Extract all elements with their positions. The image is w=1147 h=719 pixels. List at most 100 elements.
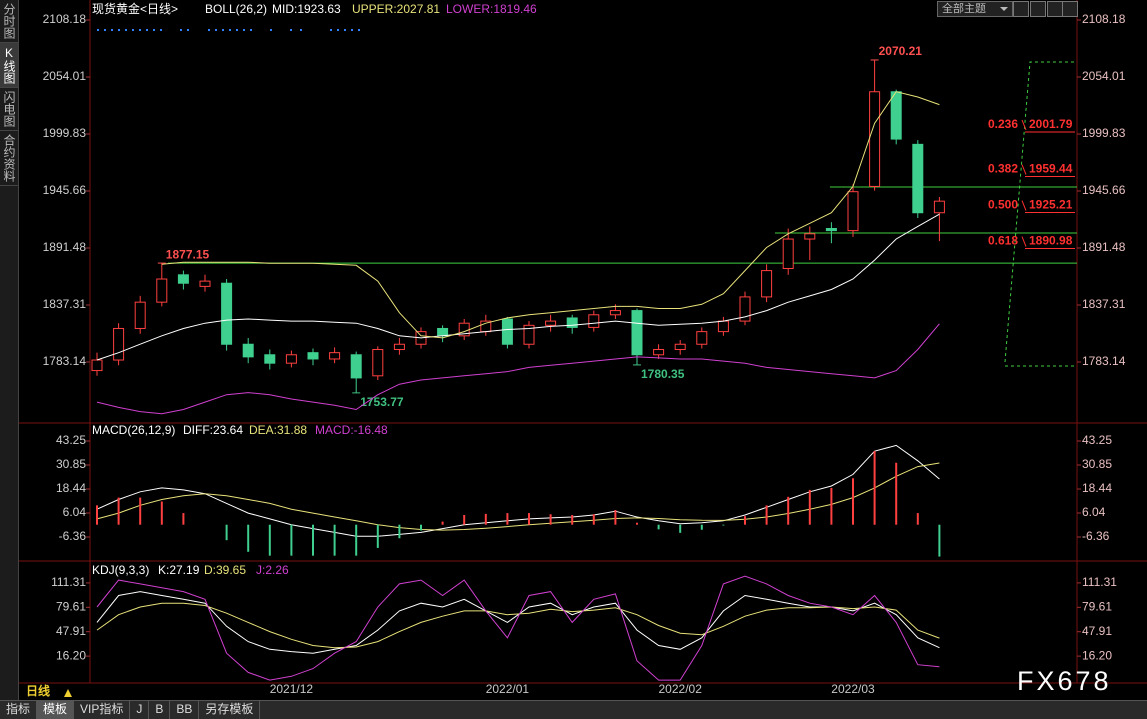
y-tick-label: -6.36 — [59, 529, 87, 543]
signal-dot — [111, 29, 113, 31]
signal-dot — [215, 29, 217, 31]
bottom-tab[interactable]: J — [130, 701, 150, 719]
indicator-line — [96, 462, 940, 531]
period-arrow[interactable] — [64, 689, 72, 697]
legend-entry: UPPER:2027.81 — [352, 2, 440, 16]
peak-label: 2070.21 — [879, 44, 923, 58]
y-tick-label: 18.44 — [56, 481, 86, 495]
indicator-line — [96, 323, 940, 415]
fib-separator — [1021, 164, 1027, 175]
bottom-tab[interactable]: 另存模板 — [199, 701, 261, 719]
legend-entry: J:2.26 — [256, 563, 289, 577]
x-tick-label: 2021/12 — [270, 682, 314, 696]
legend-entry: LOWER:1819.46 — [446, 2, 537, 16]
panel-title: 现货黄金<日线> — [92, 1, 178, 16]
candle-body — [761, 270, 773, 298]
sidebar-tab[interactable]: 合约资料 — [0, 131, 18, 186]
signal-dot — [160, 29, 162, 31]
candle-body — [156, 278, 168, 303]
y-tick-label-right: 1783.14 — [1082, 354, 1126, 368]
candle-body — [717, 320, 729, 333]
sidebar-tab[interactable]: 闪电图 — [0, 88, 18, 131]
y-tick-label: 111.31 — [51, 575, 86, 589]
candle-body — [372, 349, 384, 377]
candle-body — [221, 282, 233, 345]
candle-body — [566, 317, 578, 328]
candle-body — [933, 200, 945, 214]
bottom-tab[interactable]: B — [149, 701, 171, 719]
signal-dot — [208, 29, 210, 31]
period-label[interactable]: 日线 — [26, 683, 50, 698]
signal-dot — [187, 29, 189, 31]
y-tick-label-right: 111.31 — [1082, 575, 1117, 589]
candle-body — [91, 359, 103, 372]
theme-menu[interactable]: 全部主题 — [937, 1, 1013, 17]
candle-body — [350, 354, 362, 379]
y-tick-label-right: 43.25 — [1082, 433, 1112, 447]
y-tick-label-right: 6.04 — [1082, 505, 1106, 519]
candle-body — [696, 331, 708, 345]
signal-dot — [125, 29, 127, 31]
y-tick-label-right: 2108.18 — [1082, 12, 1126, 26]
candle-body — [199, 280, 211, 287]
candle-body — [609, 310, 621, 316]
trough-label: 1753.77 — [360, 395, 404, 409]
toolbar-icon[interactable] — [1062, 1, 1078, 17]
x-tick-label: 2022/03 — [831, 682, 875, 696]
chart: 日线 2070.21 1877.15 1753.77 1780.35 2108.… — [18, 0, 1147, 698]
y-tick-label-right: 47.91 — [1082, 624, 1112, 638]
sidebar-tab[interactable]: 分时图 — [0, 0, 18, 43]
y-tick-label-right: 2054.01 — [1082, 69, 1126, 83]
y-tick-label: 1891.48 — [43, 240, 87, 254]
indicator-line — [96, 591, 940, 654]
candle-body — [329, 352, 341, 360]
y-tick-label: 6.04 — [63, 505, 87, 519]
y-tick-label: 16.20 — [56, 648, 86, 662]
toolbar-icon[interactable] — [1030, 1, 1046, 17]
y-tick-label: 30.85 — [56, 457, 86, 471]
fib-separator — [1021, 200, 1027, 211]
candle-body — [588, 314, 600, 328]
y-tick-label: 47.91 — [56, 624, 86, 638]
candle-body — [134, 301, 146, 329]
candle-body — [825, 228, 837, 232]
fib-ratio: 0.382 — [988, 162, 1018, 176]
y-tick-label: 1783.14 — [43, 354, 87, 368]
candle-body — [393, 343, 405, 351]
y-tick-label: 79.61 — [56, 599, 86, 613]
bottom-tab[interactable]: 模板 — [37, 701, 75, 719]
indicator-line — [161, 91, 940, 339]
signal-dot — [337, 29, 339, 31]
toolbar-icon[interactable] — [1013, 1, 1029, 17]
fib-separator — [1021, 119, 1027, 131]
legend-entry: K:27.19 — [158, 563, 200, 577]
bottom-tab[interactable]: 指标 — [0, 701, 38, 719]
fib-tool — [1004, 61, 1077, 363]
sidebar: 分时图 K线图 闪电图 合约资料 — [0, 0, 19, 700]
y-tick-label-right: 1891.48 — [1082, 240, 1126, 254]
y-tick-label-right: 1945.66 — [1082, 183, 1126, 197]
candle-body — [653, 349, 665, 356]
candle-body — [523, 324, 535, 345]
y-tick-label: 43.25 — [56, 433, 86, 447]
watermark: FX678 — [1017, 666, 1112, 696]
signal-dot — [97, 29, 99, 31]
candle-body — [264, 354, 276, 364]
candle-body — [804, 233, 816, 240]
bottom-tab[interactable]: VIP指标 — [74, 701, 131, 719]
sidebar-tab[interactable]: K线图 — [0, 43, 18, 88]
toolbar-icon[interactable] — [1047, 1, 1063, 17]
signal-dot — [118, 29, 120, 31]
signal-dot — [236, 29, 238, 31]
x-tick-label: 2022/01 — [486, 682, 530, 696]
fib-value: 2001.79 — [1029, 117, 1073, 131]
candle-body — [869, 91, 881, 187]
fib-value: 1890.98 — [1029, 234, 1073, 248]
candle-body — [285, 354, 297, 364]
bottom-tab[interactable]: BB — [170, 701, 200, 719]
candle-body — [782, 238, 794, 269]
y-tick-label: 1945.66 — [43, 183, 87, 197]
candle-body — [739, 296, 751, 322]
candle-body — [545, 320, 557, 326]
fib-ratio: 0.618 — [988, 234, 1018, 248]
